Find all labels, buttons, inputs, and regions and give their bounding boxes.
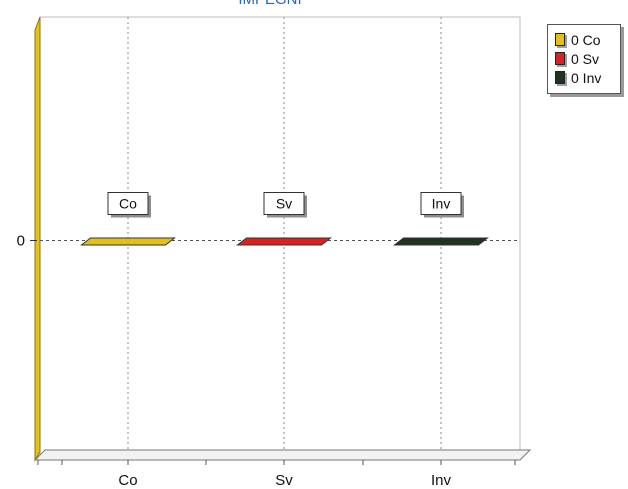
bar-label-box <box>420 192 462 215</box>
bar-co <box>80 237 176 246</box>
legend-label: 0 Sv <box>571 50 600 67</box>
bar-label-co: Co <box>107 192 151 218</box>
chart-title: IMPEGNI <box>238 0 301 8</box>
bar-label-box <box>263 192 305 215</box>
bar-inv <box>393 237 489 246</box>
bar-label-sv: Sv <box>263 192 307 218</box>
bar-label-box <box>107 192 149 215</box>
legend-label: 0 Inv <box>571 69 602 86</box>
y-tick-label: 0 <box>17 233 25 250</box>
bars: Co Sv Inv <box>80 192 489 246</box>
bar-label-text: Sv <box>276 196 292 212</box>
x-tick-label-co: Co <box>118 472 137 489</box>
bar-label-inv: Inv <box>420 192 464 218</box>
legend-label: 0 Co <box>571 31 601 48</box>
x-tick-label-inv: Inv <box>431 472 452 489</box>
bar-sv <box>236 237 332 246</box>
axes: 0 Co Sv Inv <box>17 233 516 489</box>
legend-item-sv: 0 Sv <box>555 49 620 68</box>
legend: 0 Co 0 Sv 0 Inv <box>547 24 621 94</box>
y-axis-wall <box>34 16 41 462</box>
x-tick-label-sv: Sv <box>275 472 293 489</box>
legend-item-inv: 0 Inv <box>555 68 620 87</box>
bar-label-text: Co <box>119 196 137 212</box>
legend-swatch <box>555 71 565 84</box>
plot-floor <box>33 449 532 461</box>
legend-swatch <box>555 52 565 65</box>
legend-swatch <box>555 33 565 46</box>
bar-label-text: Inv <box>432 196 451 212</box>
legend-item-co: 0 Co <box>555 30 620 49</box>
